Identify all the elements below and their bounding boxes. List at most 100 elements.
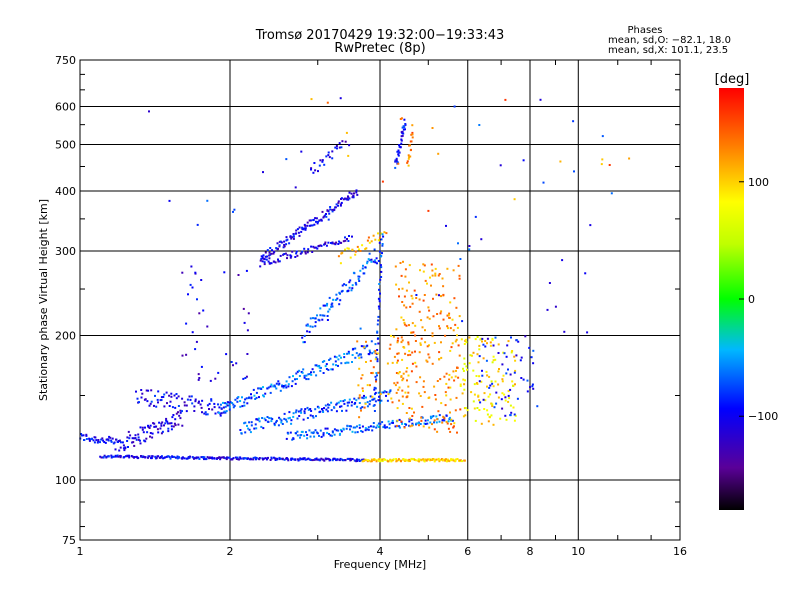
data-point bbox=[344, 362, 347, 365]
data-point bbox=[407, 164, 410, 167]
data-point bbox=[584, 272, 587, 275]
data-point bbox=[252, 456, 255, 459]
data-point bbox=[382, 235, 385, 238]
data-point bbox=[375, 372, 378, 375]
data-point bbox=[127, 446, 129, 448]
data-point bbox=[300, 150, 303, 153]
data-point bbox=[347, 361, 350, 364]
data-point bbox=[390, 421, 393, 424]
data-point bbox=[270, 420, 273, 423]
data-point bbox=[409, 305, 412, 308]
data-point bbox=[454, 458, 457, 461]
data-point bbox=[92, 439, 95, 442]
data-point bbox=[304, 224, 307, 227]
data-point bbox=[548, 282, 551, 284]
data-point bbox=[350, 289, 353, 292]
data-point bbox=[394, 159, 397, 162]
data-point bbox=[364, 459, 367, 461]
data-point bbox=[239, 400, 242, 402]
data-point bbox=[309, 435, 312, 438]
data-point bbox=[365, 361, 367, 363]
data-point bbox=[321, 458, 324, 461]
data-point bbox=[506, 344, 509, 347]
data-point bbox=[497, 370, 500, 373]
data-point bbox=[85, 433, 88, 436]
data-point bbox=[228, 406, 231, 409]
data-point bbox=[181, 457, 184, 460]
data-point bbox=[249, 431, 252, 434]
data-point bbox=[438, 294, 440, 297]
data-point bbox=[260, 388, 263, 390]
data-point bbox=[405, 423, 408, 426]
data-point bbox=[410, 331, 413, 334]
data-point bbox=[373, 259, 376, 262]
data-point bbox=[444, 459, 447, 462]
data-point bbox=[271, 249, 273, 252]
data-point bbox=[284, 384, 287, 387]
data-point bbox=[402, 260, 404, 263]
data-point bbox=[307, 408, 310, 411]
data-point bbox=[377, 391, 380, 394]
data-point bbox=[173, 456, 176, 458]
data-point bbox=[347, 240, 350, 242]
data-point bbox=[402, 377, 405, 380]
data-point bbox=[354, 402, 357, 404]
data-point bbox=[296, 378, 298, 380]
data-point bbox=[213, 402, 216, 405]
data-point bbox=[149, 435, 151, 438]
data-point bbox=[209, 379, 212, 382]
data-point bbox=[389, 459, 392, 462]
data-point bbox=[325, 215, 328, 218]
data-point bbox=[422, 299, 425, 302]
data-point bbox=[398, 399, 401, 402]
data-point bbox=[351, 287, 354, 290]
data-point bbox=[192, 456, 195, 459]
data-point bbox=[427, 209, 430, 212]
data-point bbox=[321, 409, 324, 412]
data-point bbox=[355, 399, 358, 402]
data-point bbox=[401, 126, 404, 129]
data-point bbox=[171, 416, 174, 419]
data-point bbox=[310, 168, 312, 171]
data-point bbox=[378, 460, 381, 462]
data-point bbox=[437, 457, 440, 460]
data-point bbox=[174, 406, 177, 409]
y-tick-label: 200 bbox=[55, 330, 76, 343]
data-point bbox=[554, 305, 557, 308]
data-point bbox=[306, 324, 309, 327]
x-tick-label: 8 bbox=[527, 545, 534, 558]
data-point bbox=[400, 274, 403, 277]
data-point bbox=[278, 456, 281, 459]
data-point bbox=[81, 434, 83, 437]
data-point bbox=[453, 422, 456, 425]
data-point bbox=[486, 342, 488, 345]
data-point bbox=[415, 297, 418, 299]
data-point bbox=[161, 421, 164, 424]
data-point bbox=[136, 397, 139, 400]
data-point bbox=[325, 408, 328, 411]
data-point bbox=[344, 239, 347, 242]
data-point bbox=[301, 430, 304, 433]
data-point bbox=[230, 361, 233, 363]
data-point bbox=[88, 439, 91, 442]
data-point bbox=[190, 395, 193, 398]
data-point bbox=[265, 458, 268, 461]
data-point bbox=[315, 374, 318, 377]
data-point bbox=[372, 404, 375, 407]
data-point bbox=[375, 380, 377, 383]
data-point bbox=[326, 315, 329, 317]
data-point bbox=[377, 422, 380, 425]
data-point bbox=[473, 383, 476, 386]
data-point bbox=[325, 155, 328, 158]
data-point bbox=[374, 387, 377, 390]
data-point bbox=[432, 297, 434, 300]
data-point bbox=[119, 441, 122, 444]
data-point bbox=[295, 250, 298, 253]
data-point bbox=[342, 459, 345, 462]
data-point bbox=[472, 351, 475, 354]
data-point bbox=[610, 192, 613, 195]
data-point bbox=[426, 345, 429, 348]
data-point bbox=[381, 391, 384, 394]
data-point bbox=[435, 458, 438, 461]
data-point bbox=[513, 413, 516, 416]
